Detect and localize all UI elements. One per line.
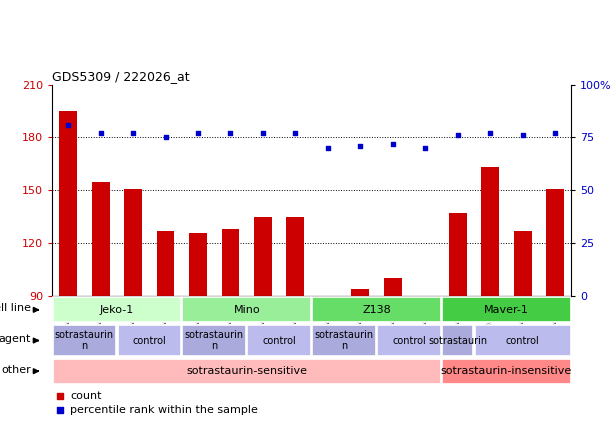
Bar bbox=[287, 217, 304, 296]
Text: sotrastaurin: sotrastaurin bbox=[428, 335, 487, 346]
Bar bbox=[183, 325, 246, 356]
Bar bbox=[546, 189, 564, 296]
Bar bbox=[475, 325, 571, 356]
Text: sotrastaurin-sensitive: sotrastaurin-sensitive bbox=[186, 366, 307, 376]
Text: control: control bbox=[262, 335, 296, 346]
Point bbox=[323, 145, 333, 151]
Bar bbox=[442, 325, 474, 356]
Bar bbox=[448, 213, 467, 296]
Text: agent: agent bbox=[0, 334, 31, 344]
Point bbox=[485, 130, 495, 137]
Bar bbox=[481, 168, 499, 296]
Bar bbox=[442, 297, 571, 322]
Point bbox=[55, 393, 65, 399]
Bar bbox=[189, 233, 207, 296]
Text: GDS5309 / 222026_at: GDS5309 / 222026_at bbox=[52, 71, 189, 83]
Point bbox=[420, 145, 430, 151]
Point bbox=[258, 130, 268, 137]
Bar bbox=[377, 325, 441, 356]
Bar bbox=[247, 325, 311, 356]
Bar bbox=[442, 359, 571, 384]
Bar bbox=[183, 297, 311, 322]
Bar bbox=[351, 289, 369, 296]
Bar bbox=[117, 325, 181, 356]
Text: Jeko-1: Jeko-1 bbox=[100, 305, 134, 315]
Point bbox=[55, 407, 65, 413]
Text: sotrastaurin
n: sotrastaurin n bbox=[185, 330, 244, 352]
Text: sotrastaurin
n: sotrastaurin n bbox=[55, 330, 114, 352]
Text: Z138: Z138 bbox=[362, 305, 391, 315]
Text: cell line: cell line bbox=[0, 303, 31, 313]
Text: other: other bbox=[1, 365, 31, 375]
Bar bbox=[254, 217, 272, 296]
Text: percentile rank within the sample: percentile rank within the sample bbox=[70, 405, 258, 415]
Point bbox=[193, 130, 203, 137]
Text: control: control bbox=[133, 335, 166, 346]
Point bbox=[128, 130, 138, 137]
Bar bbox=[59, 111, 77, 296]
Text: count: count bbox=[70, 391, 101, 401]
Text: control: control bbox=[392, 335, 426, 346]
Point bbox=[388, 140, 398, 147]
Text: sotrastaurin
n: sotrastaurin n bbox=[315, 330, 374, 352]
Point bbox=[518, 132, 527, 139]
Bar bbox=[124, 189, 142, 296]
Text: sotrastaurin-insensitive: sotrastaurin-insensitive bbox=[441, 366, 572, 376]
Text: Maver-1: Maver-1 bbox=[484, 305, 529, 315]
Point bbox=[453, 132, 463, 139]
Point bbox=[161, 134, 170, 141]
Bar bbox=[53, 359, 441, 384]
Point bbox=[225, 130, 235, 137]
Text: Mino: Mino bbox=[233, 305, 260, 315]
Bar bbox=[156, 231, 175, 296]
Point bbox=[356, 143, 365, 149]
Bar bbox=[514, 231, 532, 296]
Point bbox=[550, 130, 560, 137]
Point bbox=[96, 130, 106, 137]
Bar bbox=[312, 297, 441, 322]
Bar bbox=[53, 297, 181, 322]
Text: control: control bbox=[506, 335, 540, 346]
Bar bbox=[222, 229, 240, 296]
Point bbox=[290, 130, 300, 137]
Point bbox=[64, 121, 73, 128]
Bar bbox=[312, 325, 376, 356]
Bar bbox=[92, 181, 109, 296]
Bar bbox=[53, 325, 116, 356]
Bar bbox=[384, 278, 401, 296]
